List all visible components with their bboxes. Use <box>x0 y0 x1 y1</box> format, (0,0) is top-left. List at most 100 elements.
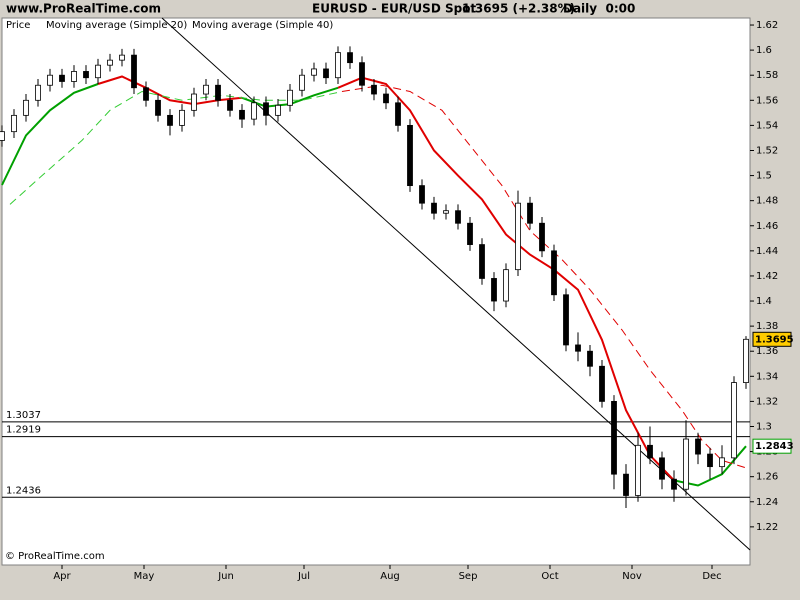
candle-body <box>179 109 185 126</box>
candle-body <box>407 124 413 187</box>
last-price-label: 1.3695 <box>755 334 794 345</box>
y-tick-label: 1.34 <box>756 371 778 382</box>
y-tick-label: 1.36 <box>756 346 778 357</box>
candle-body <box>323 68 329 79</box>
y-tick-label: 1.38 <box>756 321 778 332</box>
candle-body <box>0 131 5 141</box>
candle-body <box>575 344 581 352</box>
candle-body <box>143 87 149 101</box>
quote: 1.3695 (+2.38%) <box>462 2 575 16</box>
x-tick-label: May <box>134 571 155 582</box>
y-tick-label: 1.54 <box>756 120 778 131</box>
footer: © ProRealTime.com <box>5 551 105 562</box>
y-tick-label: 1.32 <box>756 396 778 407</box>
candle-body <box>707 453 713 468</box>
candle-body <box>299 74 305 91</box>
candle-body <box>635 444 641 496</box>
candle-body <box>131 54 137 89</box>
candle-body <box>347 52 353 64</box>
candle-body <box>335 52 341 79</box>
legend-entry: Moving average (Simple 20) <box>46 20 187 31</box>
moving-average <box>341 84 747 469</box>
candle-body <box>719 457 725 468</box>
candle-body <box>587 350 593 367</box>
candle-body <box>539 222 545 252</box>
candle-body <box>239 109 245 120</box>
candle-body <box>311 68 317 76</box>
candle-body <box>491 278 497 302</box>
last-average-label: 1.2843 <box>755 441 794 452</box>
candle-body <box>743 338 749 383</box>
candle-body <box>95 64 101 79</box>
candle-body <box>623 473 629 496</box>
candle-body <box>647 444 653 459</box>
candle-body <box>71 71 77 82</box>
candle-body <box>107 59 113 66</box>
legend-entry: Price <box>6 20 30 31</box>
legend-entry: Moving average (Simple 40) <box>192 20 333 31</box>
candle-body <box>659 457 665 480</box>
y-tick-label: 1.4 <box>756 296 772 307</box>
candle-body <box>671 478 677 490</box>
candle-body <box>683 438 689 490</box>
x-tick-label: Jun <box>217 571 234 582</box>
y-tick-label: 1.56 <box>756 95 778 106</box>
y-tick-label: 1.3 <box>756 421 772 432</box>
x-tick-label: Nov <box>622 571 642 582</box>
candle-body <box>431 202 437 214</box>
candle-body <box>167 114 173 126</box>
candle-body <box>83 71 89 79</box>
x-tick-label: Sep <box>459 571 478 582</box>
level-label: 1.3037 <box>6 410 41 421</box>
candle-body <box>287 89 293 106</box>
candle-body <box>395 102 401 126</box>
candle-body <box>263 102 269 116</box>
candle-body <box>35 84 41 101</box>
candle-body <box>215 84 221 101</box>
candle-body <box>563 294 569 346</box>
moving-average <box>9 90 343 205</box>
x-tick-label: Aug <box>380 571 400 582</box>
moving-average <box>1 83 99 186</box>
candle-body <box>227 99 233 111</box>
moving-average <box>337 76 675 482</box>
y-tick-label: 1.46 <box>756 221 778 232</box>
candle-body <box>551 250 557 296</box>
candle-body <box>455 210 461 224</box>
candle-body <box>203 84 209 95</box>
y-tick-label: 1.26 <box>756 472 778 483</box>
candle-body <box>695 438 701 455</box>
site: www.ProRealTime.com <box>6 2 161 16</box>
candle-body <box>275 104 281 116</box>
y-tick-label: 1.42 <box>756 271 778 282</box>
candle-body <box>599 365 605 402</box>
y-tick-label: 1.48 <box>756 196 778 207</box>
candle-body <box>23 99 29 116</box>
level-label: 1.2436 <box>6 485 41 496</box>
x-tick-label: Apr <box>53 571 71 582</box>
y-tick-label: 1.62 <box>756 20 778 31</box>
candle-body <box>479 244 485 279</box>
candle-body <box>119 54 125 61</box>
candle-body <box>443 210 449 214</box>
y-tick-label: 1.58 <box>756 70 778 81</box>
candle-body <box>191 93 197 111</box>
candle-body <box>155 99 161 116</box>
candle-body <box>611 401 617 475</box>
last-price-box <box>752 331 792 347</box>
candle-body <box>527 202 533 224</box>
y-tick-label: 1.44 <box>756 246 778 257</box>
candle-body <box>383 93 389 104</box>
candle-body <box>251 102 257 120</box>
candle-body <box>467 222 473 245</box>
trend-line <box>161 17 751 551</box>
candle-body <box>371 84 377 95</box>
y-tick-label: 1.6 <box>756 45 772 56</box>
candle-body <box>47 74 53 86</box>
candle-body <box>503 269 509 302</box>
x-tick-label: Jul <box>297 571 310 582</box>
last-average-box <box>752 438 792 454</box>
y-tick-label: 1.52 <box>756 145 778 156</box>
candle-body <box>359 62 365 86</box>
